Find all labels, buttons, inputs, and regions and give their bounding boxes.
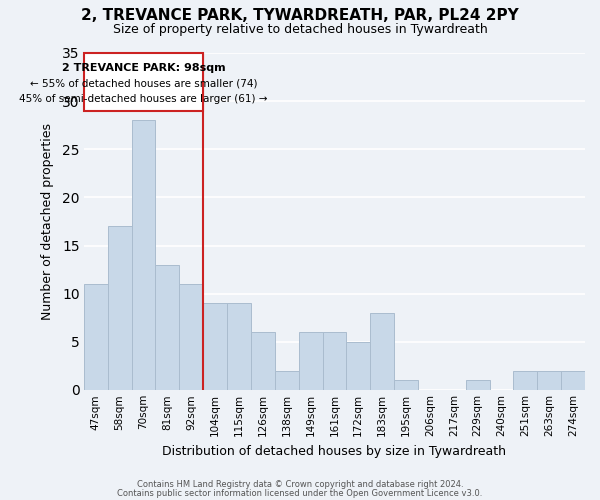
Text: 45% of semi-detached houses are larger (61) →: 45% of semi-detached houses are larger (… [19, 94, 268, 104]
Bar [155, 265, 179, 390]
FancyBboxPatch shape [84, 53, 203, 111]
Bar [251, 332, 275, 390]
X-axis label: Distribution of detached houses by size in Tywardreath: Distribution of detached houses by size … [163, 444, 506, 458]
Bar [394, 380, 418, 390]
Text: ← 55% of detached houses are smaller (74): ← 55% of detached houses are smaller (74… [30, 79, 257, 89]
Bar [84, 284, 108, 390]
Bar [370, 313, 394, 390]
Bar [561, 370, 585, 390]
Text: Contains public sector information licensed under the Open Government Licence v3: Contains public sector information licen… [118, 488, 482, 498]
Bar [323, 332, 346, 390]
Bar [227, 303, 251, 390]
Text: Size of property relative to detached houses in Tywardreath: Size of property relative to detached ho… [113, 22, 487, 36]
Text: Contains HM Land Registry data © Crown copyright and database right 2024.: Contains HM Land Registry data © Crown c… [137, 480, 463, 489]
Text: 2, TREVANCE PARK, TYWARDREATH, PAR, PL24 2PY: 2, TREVANCE PARK, TYWARDREATH, PAR, PL24… [81, 8, 519, 22]
Bar [275, 370, 299, 390]
Bar [514, 370, 537, 390]
Bar [299, 332, 323, 390]
Y-axis label: Number of detached properties: Number of detached properties [41, 123, 54, 320]
Bar [179, 284, 203, 390]
Bar [346, 342, 370, 390]
Bar [131, 120, 155, 390]
Bar [108, 226, 131, 390]
Bar [203, 303, 227, 390]
Bar [466, 380, 490, 390]
Bar [537, 370, 561, 390]
Text: 2 TREVANCE PARK: 98sqm: 2 TREVANCE PARK: 98sqm [62, 64, 226, 74]
